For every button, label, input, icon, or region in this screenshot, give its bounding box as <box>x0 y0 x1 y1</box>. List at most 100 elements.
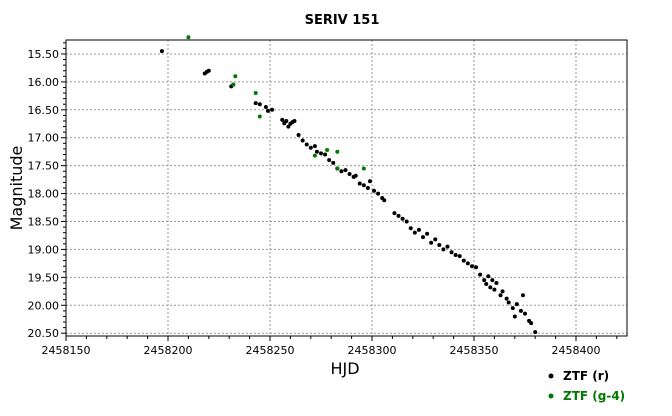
data-point-ztf-r <box>308 145 313 150</box>
data-point-ztf-r <box>453 253 458 258</box>
data-point-ztf-r <box>494 280 499 285</box>
data-point-ztf-r <box>392 211 397 216</box>
data-point-ztf-r <box>319 151 323 156</box>
data-point-ztf-r <box>159 49 164 54</box>
legend-marker-ztf-r <box>548 373 554 379</box>
data-point-ztf-r <box>492 287 497 292</box>
data-point-ztf-r <box>533 330 538 335</box>
y-tick-label: 18.50 <box>28 216 60 229</box>
x-tick-label: 2458150 <box>42 344 91 357</box>
data-point-ztf-r <box>263 105 268 110</box>
data-point-ztf-r <box>376 191 381 196</box>
data-point-ztf-r <box>372 188 377 193</box>
data-point-ztf-r <box>408 226 413 231</box>
data-point-ztf-r <box>412 230 417 235</box>
data-point-ztf-r <box>514 302 519 307</box>
data-point-ztf-r <box>365 186 370 190</box>
data-point-ztf-r <box>433 237 438 242</box>
data-point-ztf-r <box>353 173 358 178</box>
data-point-ztf-r <box>280 117 285 122</box>
data-point-ztf-r <box>490 278 495 283</box>
legend-label-ztf-r: ZTF (r) <box>563 369 609 383</box>
x-tick-label: 2458400 <box>552 344 601 357</box>
chart-title: SERIV 151 <box>305 13 380 28</box>
data-point-ztf-r <box>347 172 352 177</box>
y-tick-label: 15.50 <box>28 48 60 61</box>
data-point-ztf-r <box>257 102 262 107</box>
data-point-ztf-r <box>512 314 517 319</box>
data-point-ztf-r <box>284 118 289 123</box>
data-point-ztf-r <box>206 68 211 73</box>
data-point-ztf-r <box>445 244 450 249</box>
data-point-ztf-r <box>482 278 487 283</box>
data-point-ztf-r <box>400 216 405 221</box>
data-point-ztf-r <box>486 274 491 279</box>
data-point-ztf-g <box>325 148 330 153</box>
data-point-ztf-g <box>186 35 191 40</box>
data-point-ztf-r <box>529 321 534 326</box>
data-point-ztf-g <box>335 166 340 171</box>
data-point-ztf-r <box>339 169 344 174</box>
data-point-ztf-r <box>488 285 493 290</box>
legend: ZTF (r) ZTF (g-4) <box>548 369 625 403</box>
data-point-ztf-r <box>292 118 297 123</box>
data-point-ztf-r <box>441 247 446 252</box>
data-point-ztf-r <box>437 242 442 247</box>
y-tick-label: 19.00 <box>28 243 60 256</box>
data-point-ztf-r <box>304 142 309 147</box>
data-point-ztf-g <box>231 82 236 87</box>
data-point-ztf-r <box>396 213 401 218</box>
data-point-ztf-r <box>300 138 305 143</box>
legend-marker-ztf-g <box>548 393 554 399</box>
x-tick-label: 2458200 <box>144 344 193 357</box>
data-point-ztf-r <box>361 183 366 188</box>
data-points <box>159 35 538 335</box>
data-point-ztf-r <box>469 264 474 269</box>
x-axis-label: HJD <box>330 359 359 378</box>
data-point-ztf-r <box>312 144 317 149</box>
data-point-ztf-r <box>506 300 511 305</box>
data-point-ztf-r <box>331 160 336 165</box>
data-point-ztf-r <box>367 179 372 184</box>
data-point-ztf-r <box>474 265 479 270</box>
data-point-ztf-r <box>510 306 515 311</box>
data-point-ztf-r <box>270 107 275 112</box>
y-tick-label: 17.50 <box>28 160 60 173</box>
data-point-ztf-g <box>361 166 366 171</box>
legend-label-ztf-g: ZTF (g-4) <box>563 389 625 403</box>
data-point-ztf-g <box>335 149 340 154</box>
data-point-ztf-r <box>518 308 523 313</box>
data-point-ztf-r <box>296 132 301 137</box>
data-point-ztf-r <box>504 296 509 301</box>
y-tick-label: 19.50 <box>28 271 60 284</box>
data-point-ztf-r <box>327 158 332 163</box>
data-point-ztf-r <box>286 124 291 129</box>
data-point-ztf-r <box>461 258 466 263</box>
y-tick-label: 18.00 <box>28 188 60 201</box>
data-point-ztf-r <box>429 240 434 245</box>
data-point-ztf-r <box>382 198 387 203</box>
data-point-ztf-r <box>323 152 328 157</box>
y-tick-label: 20.50 <box>28 327 60 340</box>
gridlines <box>66 40 627 336</box>
data-point-ztf-g <box>312 153 317 158</box>
data-point-ztf-r <box>253 101 258 106</box>
data-point-ztf-r <box>478 272 483 277</box>
axis-ticks: 2458150 2458200 2458250 2458300 2458350 24584… <box>28 42 618 357</box>
x-tick-label: 2458300 <box>348 344 397 357</box>
data-point-ztf-r <box>465 261 470 266</box>
data-point-ztf-r <box>523 311 527 316</box>
data-point-ztf-r <box>343 168 348 173</box>
data-point-ztf-r <box>520 293 525 298</box>
data-point-ztf-r <box>457 254 462 259</box>
plot-area <box>65 39 628 337</box>
x-tick-label: 2458250 <box>246 344 295 357</box>
data-point-ztf-r <box>421 235 425 240</box>
y-tick-label: 16.50 <box>28 104 60 117</box>
data-point-ztf-r <box>357 181 362 186</box>
data-point-ztf-r <box>404 219 409 224</box>
y-tick-label: 20.00 <box>28 299 60 312</box>
x-tick-label: 2458350 <box>450 344 499 357</box>
data-point-ztf-g <box>253 91 258 96</box>
